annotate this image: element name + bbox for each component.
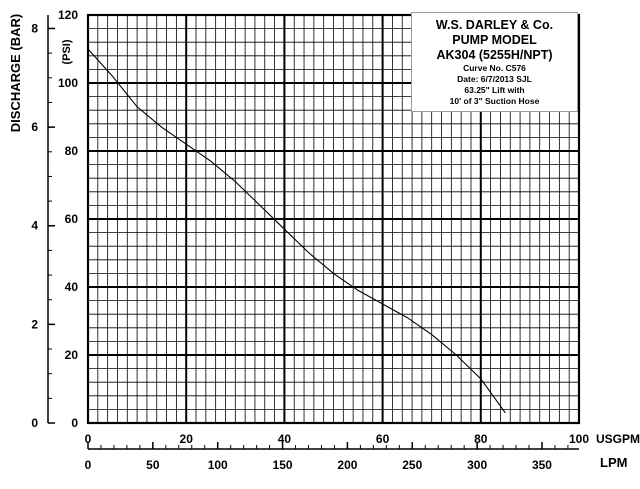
info-model-number: AK304 (5255H/NPT) xyxy=(436,48,553,62)
axes xyxy=(86,13,581,425)
bar-axis: 0 2 4 6 8 xyxy=(31,15,55,430)
info-curve-number: Curve No. C576 xyxy=(463,63,526,73)
lpm-tick-label: 200 xyxy=(337,458,357,472)
lpm-tick-label: 100 xyxy=(208,458,228,472)
info-suction-hose: 10' of 3" Suction Hose xyxy=(449,96,540,106)
info-company: W.S. DARLEY & Co. xyxy=(435,18,554,32)
x-tick-label: 20 xyxy=(180,432,194,446)
lpm-axis: 0 50 100 150 200 250 300 350 xyxy=(85,442,579,472)
y-tick-label: 80 xyxy=(65,144,79,158)
y-tick-label: 0 xyxy=(71,416,78,430)
x-tick-label: 100 xyxy=(569,432,589,446)
y-tick-label: 60 xyxy=(65,212,79,226)
bar-tick-label: 6 xyxy=(31,120,38,134)
pump-info-box: W.S. DARLEY & Co. PUMP MODEL AK304 (5255… xyxy=(411,12,578,112)
y-tick-label: 120 xyxy=(58,8,78,22)
y-tick-label: 20 xyxy=(65,348,79,362)
lpm-axis-title: LPM xyxy=(600,455,627,470)
lpm-tick-label: 300 xyxy=(467,458,487,472)
info-pump-model-label: PUMP MODEL xyxy=(452,33,537,47)
lpm-tick-label: 150 xyxy=(273,458,293,472)
plot-frame xyxy=(86,13,581,425)
y-tick-labels: 0 20 40 60 80 100 120 xyxy=(58,8,78,430)
lpm-tick-label: 250 xyxy=(402,458,422,472)
info-date: Date: 6/7/2013 SJL xyxy=(457,74,532,84)
lpm-tick-label: 350 xyxy=(532,458,552,472)
series-line xyxy=(87,48,506,414)
x-tick-label: 80 xyxy=(474,432,488,446)
x-tick-labels: 0 20 40 60 80 100 xyxy=(85,432,590,446)
x-tick-label: 0 xyxy=(85,432,92,446)
bar-axis-title: DISCHARGE (BAR) xyxy=(8,14,23,132)
x-tick-label: 40 xyxy=(278,432,292,446)
bar-tick-label: 8 xyxy=(31,21,38,35)
lpm-tick-label: 50 xyxy=(146,458,160,472)
bar-tick-label: 0 xyxy=(31,416,38,430)
bar-tick-label: 2 xyxy=(31,317,38,331)
psi-axis-title: (PSI) xyxy=(61,39,73,64)
x-tick-label: 60 xyxy=(376,432,390,446)
y-tick-label: 40 xyxy=(65,280,79,294)
info-lift: 63.25" Lift with xyxy=(464,85,525,95)
bar-tick-label: 4 xyxy=(31,219,38,233)
usgpm-axis-title: USGPM xyxy=(596,432,640,446)
y-tick-label: 100 xyxy=(58,76,78,90)
series-group xyxy=(87,48,506,414)
lpm-tick-label: 0 xyxy=(85,458,92,472)
